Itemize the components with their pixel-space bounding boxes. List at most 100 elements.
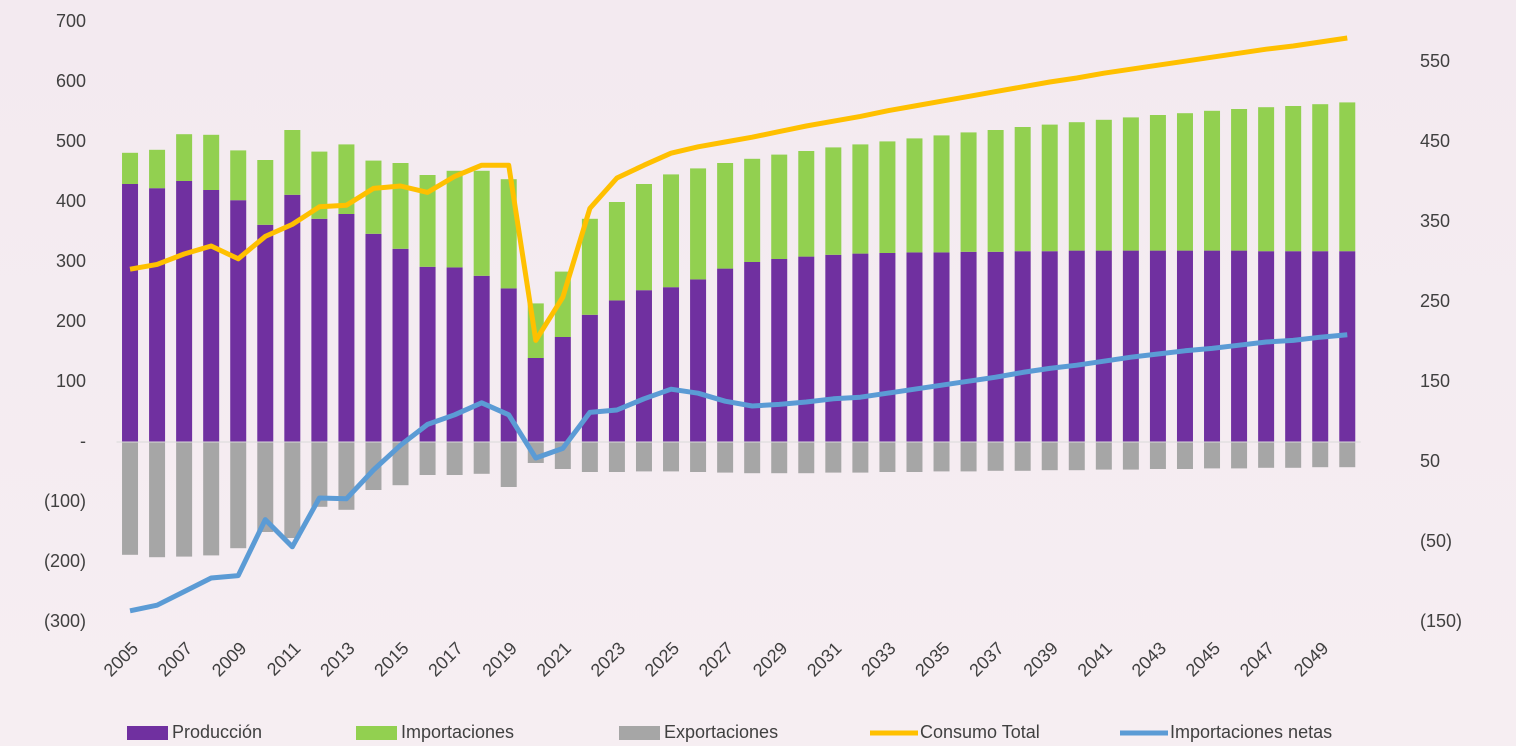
y-tick-label: (300)	[44, 611, 86, 631]
bar	[771, 154, 788, 259]
bar	[933, 135, 950, 253]
bar	[554, 337, 571, 442]
bar	[771, 259, 788, 442]
bar	[1176, 113, 1193, 251]
y2-tick-label: 50	[1420, 451, 1440, 471]
bar	[500, 288, 517, 442]
bar	[960, 251, 977, 442]
bar	[798, 151, 815, 257]
bar	[1149, 250, 1166, 442]
bar	[473, 275, 490, 442]
y-tick-label: 200	[56, 311, 86, 331]
bar	[473, 442, 490, 474]
bar	[1231, 442, 1248, 469]
x-tick-label: 2019	[478, 638, 520, 680]
bar	[311, 442, 328, 507]
bar	[392, 248, 409, 442]
x-tick-label: 2027	[695, 638, 737, 680]
bar	[906, 442, 923, 472]
bar	[176, 134, 193, 181]
bar	[257, 224, 274, 442]
x-tick-label: 2033	[857, 638, 899, 680]
bar	[176, 181, 193, 442]
bar	[581, 218, 598, 315]
bar	[473, 170, 490, 276]
bar	[257, 160, 274, 225]
y2-tick-label: 450	[1420, 131, 1450, 151]
bar	[365, 160, 382, 234]
bar	[744, 158, 761, 262]
bar	[365, 233, 382, 442]
bar	[284, 194, 301, 442]
y-tick-label: -	[80, 431, 86, 451]
x-tick-label: 2031	[803, 638, 845, 680]
bar	[230, 442, 247, 549]
bar	[527, 358, 544, 442]
legend-label: Importaciones	[401, 722, 514, 742]
legend-swatch	[619, 726, 660, 740]
bar	[122, 442, 139, 555]
bar	[284, 130, 301, 195]
x-tick-label: 2009	[208, 638, 250, 680]
bar	[392, 163, 409, 249]
bar	[1285, 106, 1302, 252]
bar	[1339, 251, 1356, 442]
bar	[1068, 250, 1085, 442]
bar	[1285, 251, 1302, 442]
bar	[879, 253, 896, 442]
bar	[744, 262, 761, 442]
bar	[987, 130, 1004, 252]
bar	[365, 442, 382, 490]
y-tick-label: 700	[56, 11, 86, 31]
bar	[635, 442, 652, 472]
legend-swatch	[127, 726, 168, 740]
bar	[338, 144, 355, 214]
bar	[1258, 442, 1275, 468]
y-tick-label: (200)	[44, 551, 86, 571]
bar	[717, 442, 734, 473]
bar	[149, 442, 166, 558]
bar	[392, 442, 409, 486]
bar	[1041, 442, 1058, 471]
bar	[825, 147, 842, 255]
x-tick-label: 2007	[154, 638, 196, 680]
bar	[1122, 442, 1139, 470]
bar	[500, 442, 517, 487]
bar	[1014, 442, 1031, 471]
bar	[798, 442, 815, 474]
x-tick-label: 2023	[587, 638, 629, 680]
bar	[1339, 442, 1356, 468]
bar	[987, 251, 1004, 442]
x-tick-label: 2013	[316, 638, 358, 680]
bar	[122, 184, 139, 442]
bar	[230, 200, 247, 442]
bar	[1176, 250, 1193, 442]
bar	[230, 150, 247, 201]
bar	[717, 268, 734, 442]
bar	[203, 442, 220, 556]
bar	[311, 218, 328, 442]
bar	[1095, 442, 1112, 470]
bar	[852, 253, 869, 442]
bar	[1339, 102, 1356, 252]
x-tick-label: 2037	[965, 638, 1007, 680]
bar	[149, 188, 166, 442]
y-tick-label: 100	[56, 371, 86, 391]
bar	[690, 168, 707, 280]
bar	[1122, 250, 1139, 442]
x-tick-label: 2047	[1236, 638, 1278, 680]
bar	[906, 138, 923, 253]
bar	[1014, 127, 1031, 252]
y-tick-label: 400	[56, 191, 86, 211]
bar	[446, 267, 463, 442]
bar	[879, 141, 896, 253]
bar	[1231, 109, 1248, 251]
legend-label: Exportaciones	[664, 722, 778, 742]
bar	[1176, 442, 1193, 469]
bar	[203, 190, 220, 442]
bar	[1258, 251, 1275, 442]
legend-label: Producción	[172, 722, 262, 742]
bar	[311, 151, 328, 219]
bar	[203, 134, 220, 190]
